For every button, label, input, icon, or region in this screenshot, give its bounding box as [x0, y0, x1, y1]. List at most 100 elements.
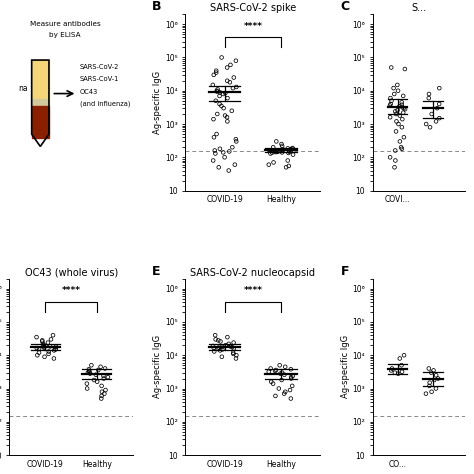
Point	[278, 369, 286, 376]
Point	[223, 64, 231, 71]
Point	[38, 337, 46, 345]
Point	[221, 89, 229, 97]
Point	[278, 140, 285, 148]
Point	[83, 380, 91, 387]
Point	[390, 84, 397, 92]
Point	[267, 150, 274, 157]
Point	[386, 154, 394, 161]
Point	[209, 81, 217, 89]
Point	[285, 149, 292, 157]
Text: OC43: OC43	[80, 89, 98, 95]
Point	[38, 337, 46, 344]
Point	[92, 371, 100, 379]
Point	[210, 347, 218, 355]
Point	[278, 142, 286, 150]
Point	[45, 350, 52, 358]
Point	[52, 343, 60, 351]
Bar	[32, 99, 49, 106]
Point	[268, 149, 276, 156]
Point	[230, 339, 237, 346]
Text: SARS-CoV-1: SARS-CoV-1	[80, 76, 119, 82]
Point	[33, 333, 40, 341]
Bar	[32, 106, 49, 137]
Point	[436, 84, 443, 92]
Point	[281, 371, 288, 379]
Point	[399, 115, 406, 123]
Point	[269, 380, 277, 387]
Point	[52, 345, 60, 353]
Point	[213, 87, 220, 94]
Point	[85, 365, 93, 373]
Point	[273, 137, 280, 145]
Point	[398, 145, 406, 153]
Point	[433, 104, 441, 112]
Point	[272, 147, 279, 155]
Point	[211, 150, 219, 157]
Point	[289, 144, 296, 152]
Point	[277, 370, 284, 377]
Point	[216, 89, 224, 96]
Point	[398, 99, 405, 106]
Point	[289, 372, 297, 380]
Y-axis label: Ag-specific IgG: Ag-specific IgG	[153, 335, 162, 399]
Point	[50, 355, 58, 362]
Point	[284, 157, 292, 164]
Point	[35, 345, 43, 352]
Point	[233, 83, 240, 91]
Point	[274, 147, 282, 155]
Text: (and influenza): (and influenza)	[80, 101, 130, 108]
Point	[432, 372, 440, 379]
Point	[267, 378, 275, 385]
Point	[218, 353, 226, 361]
Point	[220, 104, 228, 112]
Point	[275, 385, 283, 392]
Point	[228, 107, 236, 115]
Point	[422, 120, 430, 128]
Point	[233, 351, 240, 359]
Point	[232, 355, 240, 362]
Point	[289, 151, 297, 158]
Point	[388, 97, 395, 105]
Point	[46, 343, 54, 350]
Point	[102, 386, 109, 394]
Point	[430, 366, 438, 374]
Point	[227, 61, 234, 69]
Point	[392, 157, 399, 164]
Point	[86, 370, 94, 377]
Point	[266, 147, 273, 155]
Point	[216, 346, 224, 354]
Point	[210, 115, 217, 123]
Point	[98, 395, 105, 402]
Point	[219, 346, 226, 353]
Point	[98, 382, 105, 390]
Point	[219, 90, 227, 98]
Point	[287, 395, 295, 402]
Point	[100, 375, 108, 383]
Point	[271, 367, 279, 374]
Point	[213, 88, 221, 95]
Point	[387, 94, 394, 102]
Point	[226, 79, 234, 86]
Point	[272, 392, 279, 400]
Point	[218, 54, 226, 61]
Point	[215, 337, 222, 344]
Point	[47, 336, 55, 343]
Point	[432, 385, 440, 392]
Point	[211, 147, 219, 155]
Point	[228, 144, 236, 151]
Point	[267, 146, 274, 154]
Point	[270, 147, 277, 155]
Point	[41, 353, 48, 361]
Point	[52, 346, 59, 353]
Point	[100, 372, 107, 380]
Point	[97, 363, 104, 371]
Point	[287, 374, 295, 381]
Point	[287, 365, 295, 373]
Point	[426, 382, 433, 390]
Point	[434, 375, 442, 383]
Title: SARS-CoV-2 spike: SARS-CoV-2 spike	[210, 3, 296, 13]
Point	[226, 147, 233, 155]
Point	[218, 102, 225, 109]
Text: SARS-CoV-2: SARS-CoV-2	[80, 64, 119, 70]
Point	[229, 84, 237, 92]
